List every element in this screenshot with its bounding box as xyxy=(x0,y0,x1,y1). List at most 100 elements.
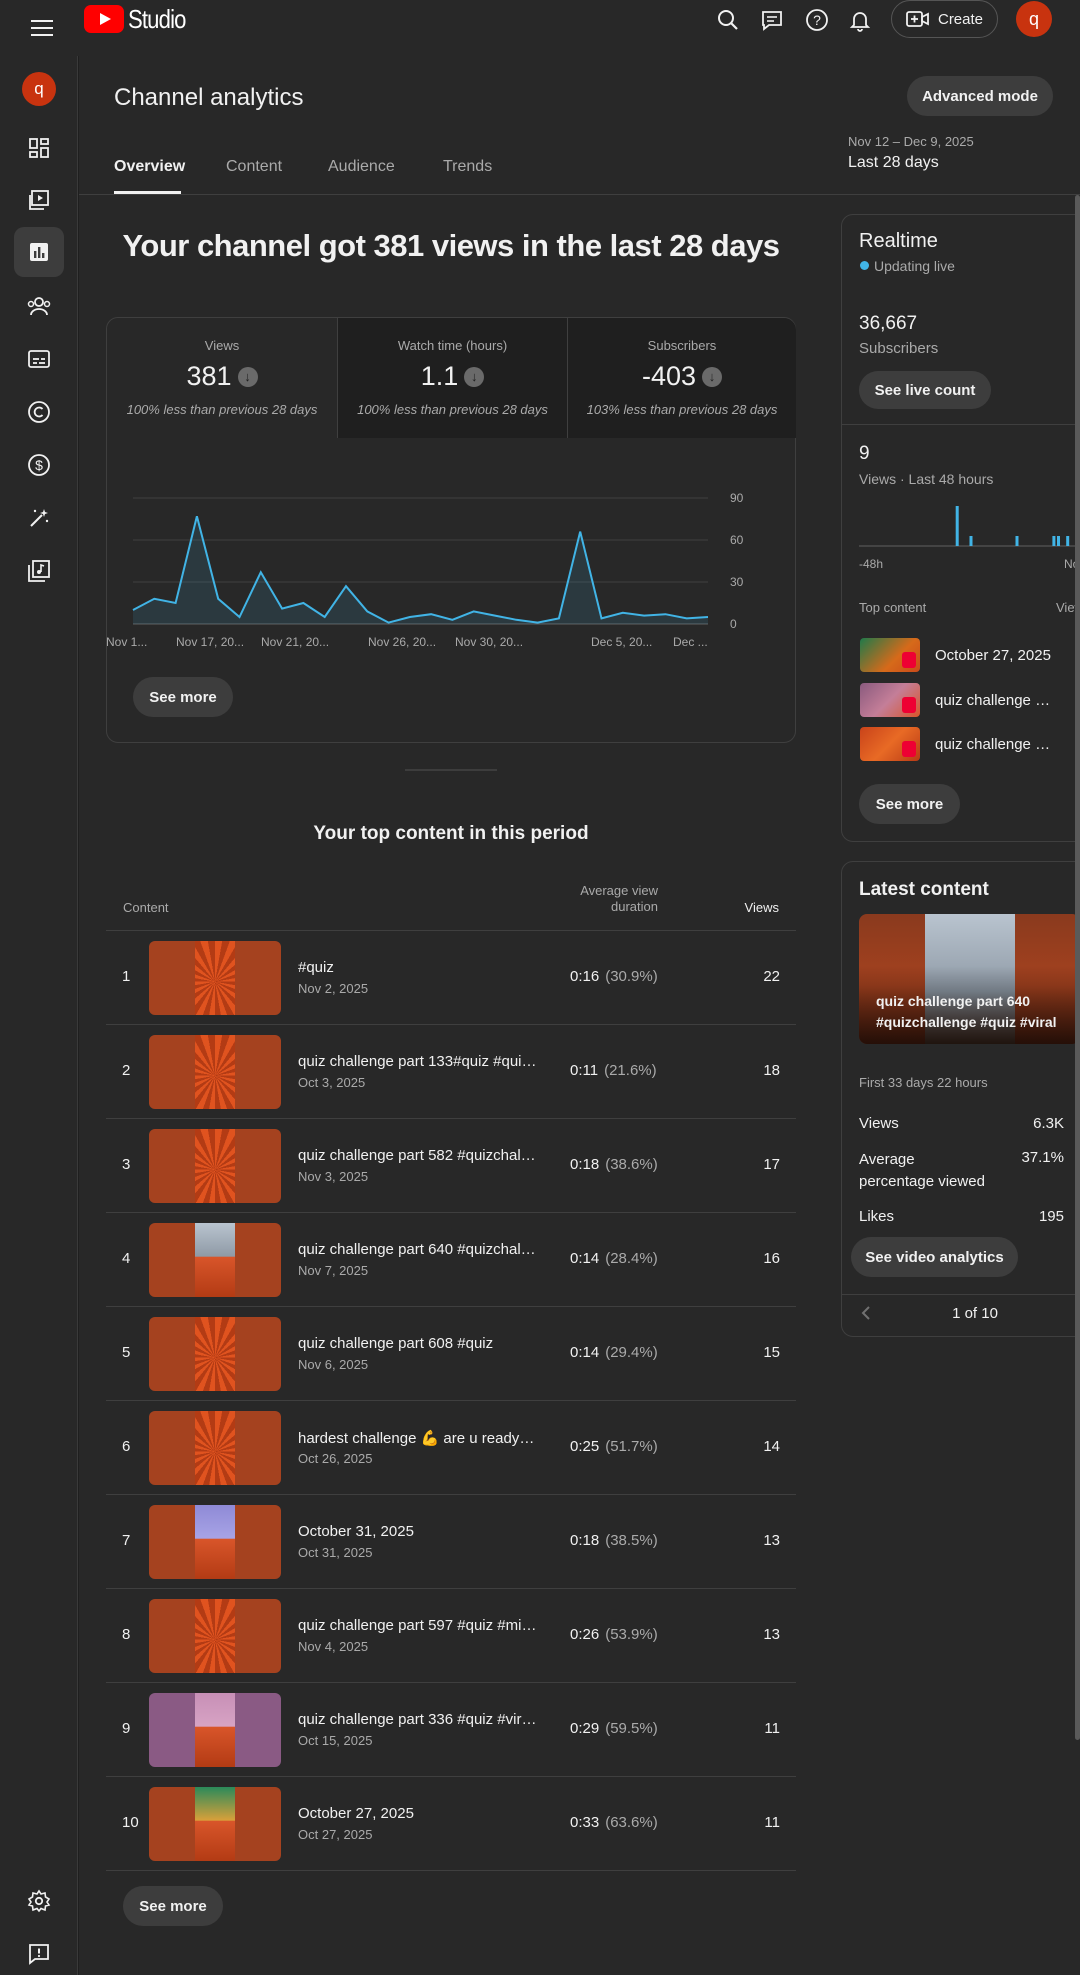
data-point[interactable] xyxy=(194,514,199,519)
analytics-icon[interactable] xyxy=(14,227,64,277)
notifications-bell-icon[interactable] xyxy=(840,0,880,40)
menu-icon[interactable] xyxy=(22,8,62,48)
date-range-label[interactable]: Last 28 days xyxy=(848,154,939,171)
table-row[interactable]: 9 quiz challenge part 336 #quiz #viral...… xyxy=(106,1683,796,1777)
video-title[interactable]: quiz challenge part 582 #quizchalle... xyxy=(298,1147,538,1164)
send-feedback-icon[interactable] xyxy=(19,1934,59,1974)
advanced-mode-button[interactable]: Advanced mode xyxy=(907,76,1053,116)
realtime-bar[interactable] xyxy=(969,536,973,546)
table-row[interactable]: 3 quiz challenge part 582 #quizchalle... N… xyxy=(106,1119,796,1213)
data-point[interactable] xyxy=(578,529,583,534)
copyright-icon[interactable] xyxy=(19,392,59,432)
stat-views[interactable]: Views 381 ↓ 100% less than previous 28 da… xyxy=(107,318,337,438)
data-point[interactable] xyxy=(365,609,370,614)
realtime-bar[interactable] xyxy=(1057,536,1060,546)
video-thumbnail[interactable] xyxy=(149,941,281,1015)
table-row[interactable]: 8 quiz challenge part 597 #quiz #min... No… xyxy=(106,1589,796,1683)
realtime-bar-chart[interactable] xyxy=(859,500,1080,550)
tab-trends[interactable]: Trends xyxy=(443,158,493,175)
video-title[interactable]: #quiz xyxy=(298,959,334,976)
table-row[interactable]: 4 quiz challenge part 640 #quizchalle... N… xyxy=(106,1213,796,1307)
data-point[interactable] xyxy=(663,612,668,617)
video-title[interactable]: October 27, 2025 xyxy=(298,1805,414,1822)
channel-avatar[interactable]: q xyxy=(22,72,56,106)
realtime-thumbnail[interactable] xyxy=(860,638,920,672)
subtitles-icon[interactable] xyxy=(19,339,59,379)
table-row[interactable]: 2 quiz challenge part 133#quiz #quiz... Oc… xyxy=(106,1025,796,1119)
video-title[interactable]: quiz challenge part 608 #quiz xyxy=(298,1335,494,1352)
comment-feedback-icon[interactable] xyxy=(752,0,792,40)
table-row[interactable]: 5 quiz challenge part 608 #quiz Nov 6, 202… xyxy=(106,1307,796,1401)
data-point[interactable] xyxy=(684,616,689,621)
video-title[interactable]: quiz challenge part 336 #quiz #viral... xyxy=(298,1711,538,1728)
data-point[interactable] xyxy=(535,620,540,625)
page-scrollbar[interactable] xyxy=(1075,195,1080,1740)
table-row[interactable]: 6 hardest challenge 💪 are u ready no... Oc… xyxy=(106,1401,796,1495)
content-icon[interactable] xyxy=(19,180,59,220)
realtime-item-title[interactable]: October 27, 2025 xyxy=(935,647,1051,664)
create-button[interactable]: Create xyxy=(891,0,998,38)
data-point[interactable] xyxy=(258,570,263,575)
account-avatar[interactable]: q xyxy=(1016,1,1052,37)
video-thumbnail[interactable] xyxy=(149,1599,281,1673)
column-header-avg-duration[interactable]: Average view duration xyxy=(580,883,658,914)
data-point[interactable] xyxy=(620,610,625,615)
data-point[interactable] xyxy=(514,617,519,622)
see-more-realtime-button[interactable]: See more xyxy=(859,784,960,824)
video-title[interactable]: quiz challenge part 133#quiz #quiz... xyxy=(298,1053,538,1070)
realtime-bar[interactable] xyxy=(1015,536,1019,546)
stat-subscribers[interactable]: Subscribers -403 ↓ 103% less than previou… xyxy=(567,318,796,438)
see-more-content-button[interactable]: See more xyxy=(123,1886,223,1926)
views-line-chart[interactable]: 0 30 60 90 Nov 1... Nov 17, 20... Nov 21, 20..… xyxy=(106,480,796,660)
search-icon[interactable] xyxy=(708,0,748,40)
realtime-bar[interactable] xyxy=(1052,536,1056,546)
data-point[interactable] xyxy=(642,613,647,618)
data-point[interactable] xyxy=(471,609,476,614)
table-row[interactable]: 10 October 27, 2025 Oct 27, 2025 0:33 (63.6%… xyxy=(106,1777,796,1871)
data-point[interactable] xyxy=(131,608,136,613)
latest-video-thumbnail[interactable]: quiz challenge part 640 #quizchallenge #… xyxy=(859,914,1080,1044)
audio-library-icon[interactable] xyxy=(19,551,59,591)
see-live-count-button[interactable]: See live count xyxy=(859,371,991,409)
data-point[interactable] xyxy=(706,615,711,620)
video-thumbnail[interactable] xyxy=(149,1411,281,1485)
help-icon[interactable]: ? xyxy=(797,0,837,40)
video-title[interactable]: quiz challenge part 597 #quiz #min... xyxy=(298,1617,538,1634)
table-row[interactable]: 1 #quiz Nov 2, 2025 0:16 (30.9%) 22 xyxy=(106,931,796,1025)
video-thumbnail[interactable] xyxy=(149,1223,281,1297)
customization-magic-icon[interactable] xyxy=(19,498,59,538)
see-video-analytics-button[interactable]: See video analytics xyxy=(851,1237,1018,1277)
studio-logo[interactable]: Studio xyxy=(84,2,196,36)
views-series-line[interactable] xyxy=(132,515,709,624)
video-thumbnail[interactable] xyxy=(149,1317,281,1391)
data-point[interactable] xyxy=(599,616,604,621)
data-point[interactable] xyxy=(301,601,306,606)
data-point[interactable] xyxy=(343,584,348,589)
data-point[interactable] xyxy=(450,617,455,622)
data-point[interactable] xyxy=(556,616,561,621)
video-title[interactable]: hardest challenge 💪 are u ready no... xyxy=(298,1430,538,1447)
video-thumbnail[interactable] xyxy=(149,1035,281,1109)
dashboard-icon[interactable] xyxy=(19,128,59,168)
realtime-thumbnail[interactable] xyxy=(860,727,920,761)
data-point[interactable] xyxy=(322,615,327,620)
video-title[interactable]: quiz challenge part 640 #quizchalle... xyxy=(298,1241,538,1258)
tab-audience[interactable]: Audience xyxy=(328,158,395,175)
earn-dollar-icon[interactable]: $ xyxy=(19,445,59,485)
chevron-left-icon[interactable] xyxy=(856,1303,876,1323)
realtime-bar[interactable] xyxy=(955,506,959,546)
data-point[interactable] xyxy=(237,615,242,620)
data-point[interactable] xyxy=(386,620,391,625)
column-header-views[interactable]: Views xyxy=(744,900,779,915)
realtime-bar[interactable] xyxy=(1066,536,1070,546)
realtime-thumbnail[interactable] xyxy=(860,683,920,717)
video-thumbnail[interactable] xyxy=(149,1129,281,1203)
settings-gear-icon[interactable] xyxy=(19,1881,59,1921)
video-thumbnail[interactable] xyxy=(149,1693,281,1767)
realtime-item-title[interactable]: quiz challenge pa... xyxy=(935,692,1057,709)
video-thumbnail[interactable] xyxy=(149,1505,281,1579)
data-point[interactable] xyxy=(407,615,412,620)
video-thumbnail[interactable] xyxy=(149,1787,281,1861)
data-point[interactable] xyxy=(493,613,498,618)
data-point[interactable] xyxy=(429,612,434,617)
